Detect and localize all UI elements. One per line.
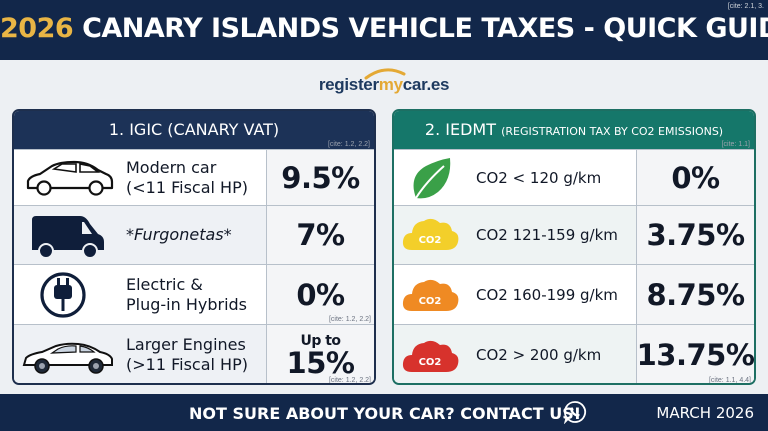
igic-panel: 1. IGIC (CANARY VAT) [cite: 1.2, 2.2] Mo… [12,109,376,385]
brand-logo[interactable]: registermycar.es [0,62,768,102]
title-text: CANARY ISLANDS VEHICLE TAXES - QUICK GUI… [82,13,768,44]
logo-text: registermycar.es [318,75,450,94]
row-cite: [cite: 1.1, 4.4] [708,377,751,384]
header-cite: [cite: 2.1, 3. [727,3,764,10]
iedmt-cite: [cite: 1.1] [721,141,750,148]
row-cite: [cite: 1.2, 2.2] [328,316,371,323]
iedmt-panel: 2. IEDMT (REGISTRATION TAX BY CO2 EMISSI… [392,109,756,385]
igic-row-modern-car: Modern car (<11 Fiscal HP) 9.5% [14,149,374,205]
iedmt-label: CO2 > 200 g/km [476,346,602,364]
iedmt-label: CO2 121-159 g/km [476,226,618,244]
igic-label: *Furgonetas* [126,225,232,244]
iedmt-title: 2. IEDMT (REGISTRATION TAX BY CO2 EMISSI… [424,120,724,139]
igic-rate: 0% [296,277,345,312]
footer-banner: NOT SURE ABOUT YOUR CAR? CONTACT US! MAR… [0,394,768,431]
igic-panel-header: 1. IGIC (CANARY VAT) [cite: 1.2, 2.2] [14,111,374,149]
red-cloud-icon: CO2 [402,340,459,372]
iedmt-row-band-3: CO2 CO2 160-199 g/km 8.75% [394,264,754,324]
iedmt-rate: 8.75% [646,277,745,312]
svg-text:CO2: CO2 [419,296,442,307]
iedmt-row-band-1: CO2 < 120 g/km 0% [394,149,754,205]
publication-date: MARCH 2026 [656,404,754,422]
iedmt-row-band-4: CO2 CO2 > 200 g/km 13.75% [cite: 1.1, 4.4… [394,324,755,384]
igic-label: Modern car (<11 Fiscal HP) [126,157,248,197]
iedmt-rate: 0% [671,160,720,195]
van-icon [32,216,104,259]
iedmt-rate: 3.75% [646,218,745,252]
igic-cite: [cite: 1.2, 2.2] [327,141,370,148]
yellow-cloud-icon: CO2 [402,218,459,250]
iedmt-label: CO2 < 120 g/km [476,168,602,187]
sports-car-icon [22,342,113,374]
igic-label: Larger Engines (>11 Fiscal HP) [126,335,248,374]
orange-cloud-icon: CO2 [402,279,459,311]
iedmt-rate: 13.75% [636,338,755,372]
igic-title: 1. IGIC (CANARY VAT) [108,120,280,139]
up-to-text: Up to [300,332,341,349]
page-title: 2026 CANARY ISLANDS VEHICLE TAXES - QUIC… [0,13,768,44]
row-cite: [cite: 1.2, 2.2] [328,377,371,384]
header-banner: 2026 CANARY ISLANDS VEHICLE TAXES - QUIC… [0,0,768,60]
logo-arc-icon [364,68,406,80]
igic-rate: Up to 15% [286,332,355,380]
title-year: 2026 [0,13,74,44]
iedmt-row-band-2: CO2 CO2 121-159 g/km 3.75% [394,205,754,264]
svg-text:CO2: CO2 [419,357,442,368]
plug-icon [40,272,86,318]
igic-row-larger-engines: Larger Engines (>11 Fiscal HP) Up to 15% [… [14,324,374,384]
contact-cta[interactable]: NOT SURE ABOUT YOUR CAR? CONTACT US! [189,404,582,423]
igic-row-furgonetas: *Furgonetas* 7% [14,205,374,264]
igic-rate: 9.5% [281,160,360,195]
iedmt-label: CO2 160-199 g/km [476,285,618,304]
iedmt-panel-header: 2. IEDMT (REGISTRATION TAX BY CO2 EMISSI… [394,111,754,149]
car-icon [26,160,114,196]
whatsapp-icon[interactable] [563,400,587,424]
igic-label: Electric & Plug-in Hybrids [126,274,248,314]
leaf-icon [413,158,451,199]
igic-row-electric: Electric & Plug-in Hybrids 0% [cite: 1.2, … [14,264,374,324]
igic-rate: 7% [296,218,345,252]
svg-text:CO2: CO2 [419,235,442,246]
